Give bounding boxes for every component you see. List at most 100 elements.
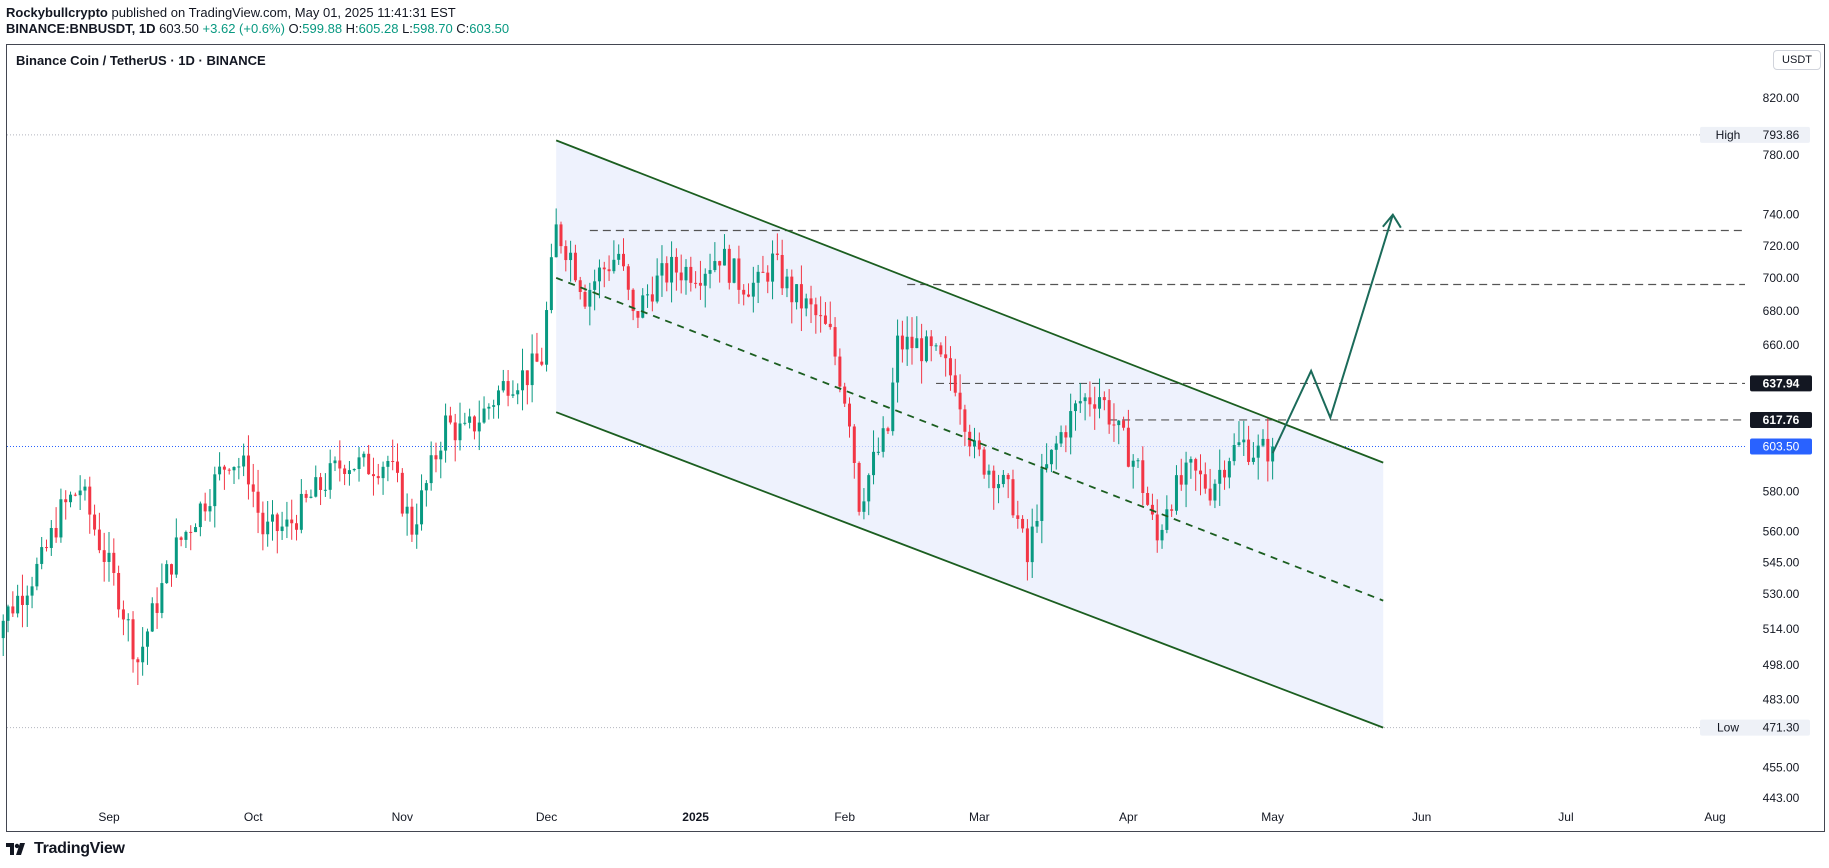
candle[interactable]	[314, 477, 318, 497]
candle[interactable]	[867, 475, 871, 502]
candle[interactable]	[722, 248, 726, 266]
candle[interactable]	[150, 603, 154, 632]
candle[interactable]	[405, 506, 409, 514]
candle[interactable]	[708, 270, 712, 274]
candle[interactable]	[997, 484, 1001, 489]
candle[interactable]	[982, 449, 986, 475]
candle[interactable]	[381, 466, 385, 479]
candle[interactable]	[1160, 529, 1164, 541]
candle[interactable]	[742, 289, 746, 295]
candle[interactable]	[117, 572, 121, 610]
candle[interactable]	[410, 506, 414, 535]
candle[interactable]	[506, 381, 510, 396]
candle[interactable]	[896, 335, 900, 383]
candle[interactable]	[973, 440, 977, 447]
candle[interactable]	[1194, 459, 1198, 471]
candle[interactable]	[64, 499, 68, 503]
candle[interactable]	[299, 493, 303, 530]
candle[interactable]	[174, 537, 178, 575]
candle[interactable]	[208, 506, 212, 512]
candle[interactable]	[636, 311, 640, 318]
candle[interactable]	[569, 252, 573, 261]
candle[interactable]	[420, 490, 424, 525]
candle[interactable]	[525, 370, 529, 386]
candle[interactable]	[1165, 509, 1169, 530]
candle[interactable]	[766, 272, 770, 282]
candle[interactable]	[338, 460, 342, 469]
candle[interactable]	[97, 529, 101, 551]
candle[interactable]	[578, 280, 582, 292]
candle[interactable]	[424, 483, 428, 491]
candle[interactable]	[1256, 445, 1260, 458]
candle[interactable]	[713, 261, 717, 271]
candle[interactable]	[1199, 470, 1203, 475]
candle[interactable]	[1251, 457, 1255, 462]
candle[interactable]	[141, 646, 145, 663]
candle[interactable]	[1242, 439, 1246, 443]
candle[interactable]	[242, 455, 246, 467]
candle[interactable]	[621, 253, 625, 267]
currency-unit-button[interactable]: USDT	[1773, 50, 1821, 70]
candle[interactable]	[280, 526, 284, 532]
candle[interactable]	[607, 269, 611, 272]
candle[interactable]	[1141, 460, 1145, 493]
candle[interactable]	[1126, 427, 1130, 467]
candle[interactable]	[261, 512, 265, 535]
candle[interactable]	[309, 496, 313, 498]
candle[interactable]	[939, 345, 943, 355]
candle[interactable]	[136, 659, 140, 663]
candle[interactable]	[886, 428, 890, 432]
candle[interactable]	[828, 323, 832, 328]
candle[interactable]	[88, 486, 92, 515]
candle[interactable]	[564, 246, 568, 261]
candle[interactable]	[1107, 400, 1111, 425]
channel-upper-line[interactable]	[555, 139, 1384, 464]
candle[interactable]	[838, 356, 842, 387]
candle[interactable]	[477, 422, 481, 432]
candle[interactable]	[1232, 445, 1236, 462]
candle[interactable]	[1146, 492, 1150, 505]
candle[interactable]	[1045, 464, 1049, 469]
candle[interactable]	[843, 386, 847, 404]
candle[interactable]	[958, 392, 962, 410]
candle[interactable]	[189, 531, 193, 533]
candle[interactable]	[222, 466, 226, 470]
candle[interactable]	[194, 527, 198, 533]
candle[interactable]	[790, 276, 794, 303]
candle[interactable]	[1001, 474, 1005, 485]
candle[interactable]	[516, 390, 520, 395]
candle[interactable]	[1088, 397, 1092, 405]
candle[interactable]	[1271, 446, 1275, 462]
candle[interactable]	[323, 489, 327, 491]
candle[interactable]	[285, 519, 289, 527]
candle[interactable]	[1170, 509, 1174, 511]
candle[interactable]	[145, 631, 149, 647]
candle[interactable]	[295, 523, 299, 530]
candle[interactable]	[415, 524, 419, 535]
candle[interactable]	[30, 586, 34, 596]
candle[interactable]	[944, 354, 948, 359]
candle[interactable]	[862, 501, 866, 512]
candle[interactable]	[670, 256, 674, 283]
candle[interactable]	[1155, 514, 1159, 541]
candle[interactable]	[121, 609, 125, 620]
candle[interactable]	[20, 595, 24, 605]
candle[interactable]	[915, 338, 919, 349]
candle[interactable]	[540, 361, 544, 365]
candle[interactable]	[872, 451, 876, 476]
candle[interactable]	[631, 289, 635, 312]
candle[interactable]	[73, 494, 77, 496]
candle[interactable]	[237, 466, 241, 468]
candle[interactable]	[992, 470, 996, 489]
candle[interactable]	[1030, 526, 1034, 563]
candle[interactable]	[795, 284, 799, 303]
candle[interactable]	[203, 503, 207, 512]
candle[interactable]	[1227, 461, 1231, 478]
candle[interactable]	[881, 428, 885, 452]
candle[interactable]	[482, 408, 486, 423]
candle[interactable]	[275, 514, 279, 532]
candle[interactable]	[1064, 432, 1068, 438]
candle[interactable]	[511, 394, 515, 396]
candle[interactable]	[876, 451, 880, 453]
candle[interactable]	[1213, 483, 1217, 501]
